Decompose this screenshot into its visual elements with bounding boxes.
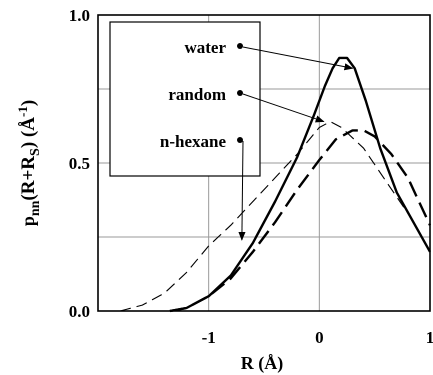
legend-label-random: random (168, 85, 226, 104)
legend-box (109, 21, 261, 177)
legend-marker-water (237, 43, 243, 49)
y-axis-label: pnn(R+RS) (Å-1) (15, 100, 43, 226)
series-line-water (169, 56, 432, 313)
y-label-close: ) (18, 100, 39, 106)
y-label-sup: -1 (15, 106, 30, 117)
plot-frame (97, 14, 431, 312)
tick-labels: -1 0 1 0.0 0.5 1.0 (69, 6, 433, 347)
x-tick-label: -1 (202, 328, 216, 347)
legend-marker-random (237, 90, 243, 96)
series-line-random (169, 129, 432, 313)
legend-label-water: water (184, 38, 226, 57)
legend-arrow-n-hexane (238, 140, 246, 241)
y-label-sub2: S (28, 148, 43, 156)
legend-arrow-random (242, 93, 325, 123)
x-tick-label: 0 (315, 328, 324, 347)
x-axis-label: R (Å) (241, 353, 284, 374)
y-tick-label: 1.0 (69, 6, 90, 25)
legend-marker-n-hexane (237, 137, 243, 143)
y-tick-label: 0.0 (69, 302, 90, 321)
series-group (119, 56, 432, 313)
legend-label-n-hexane: n-hexane (160, 132, 227, 151)
x-tick-label: 1 (426, 328, 433, 347)
series-line-n-hexane (119, 121, 431, 312)
y-label-end: ) (Å (18, 117, 39, 148)
y-label-sub1: nn (28, 200, 43, 216)
y-label-main: p (18, 216, 38, 226)
y-tick-label: 0.5 (69, 154, 90, 173)
y-label-mid: (R+R (18, 156, 39, 201)
legend: water random n-hexane (109, 21, 354, 241)
legend-arrow-water (242, 46, 354, 71)
